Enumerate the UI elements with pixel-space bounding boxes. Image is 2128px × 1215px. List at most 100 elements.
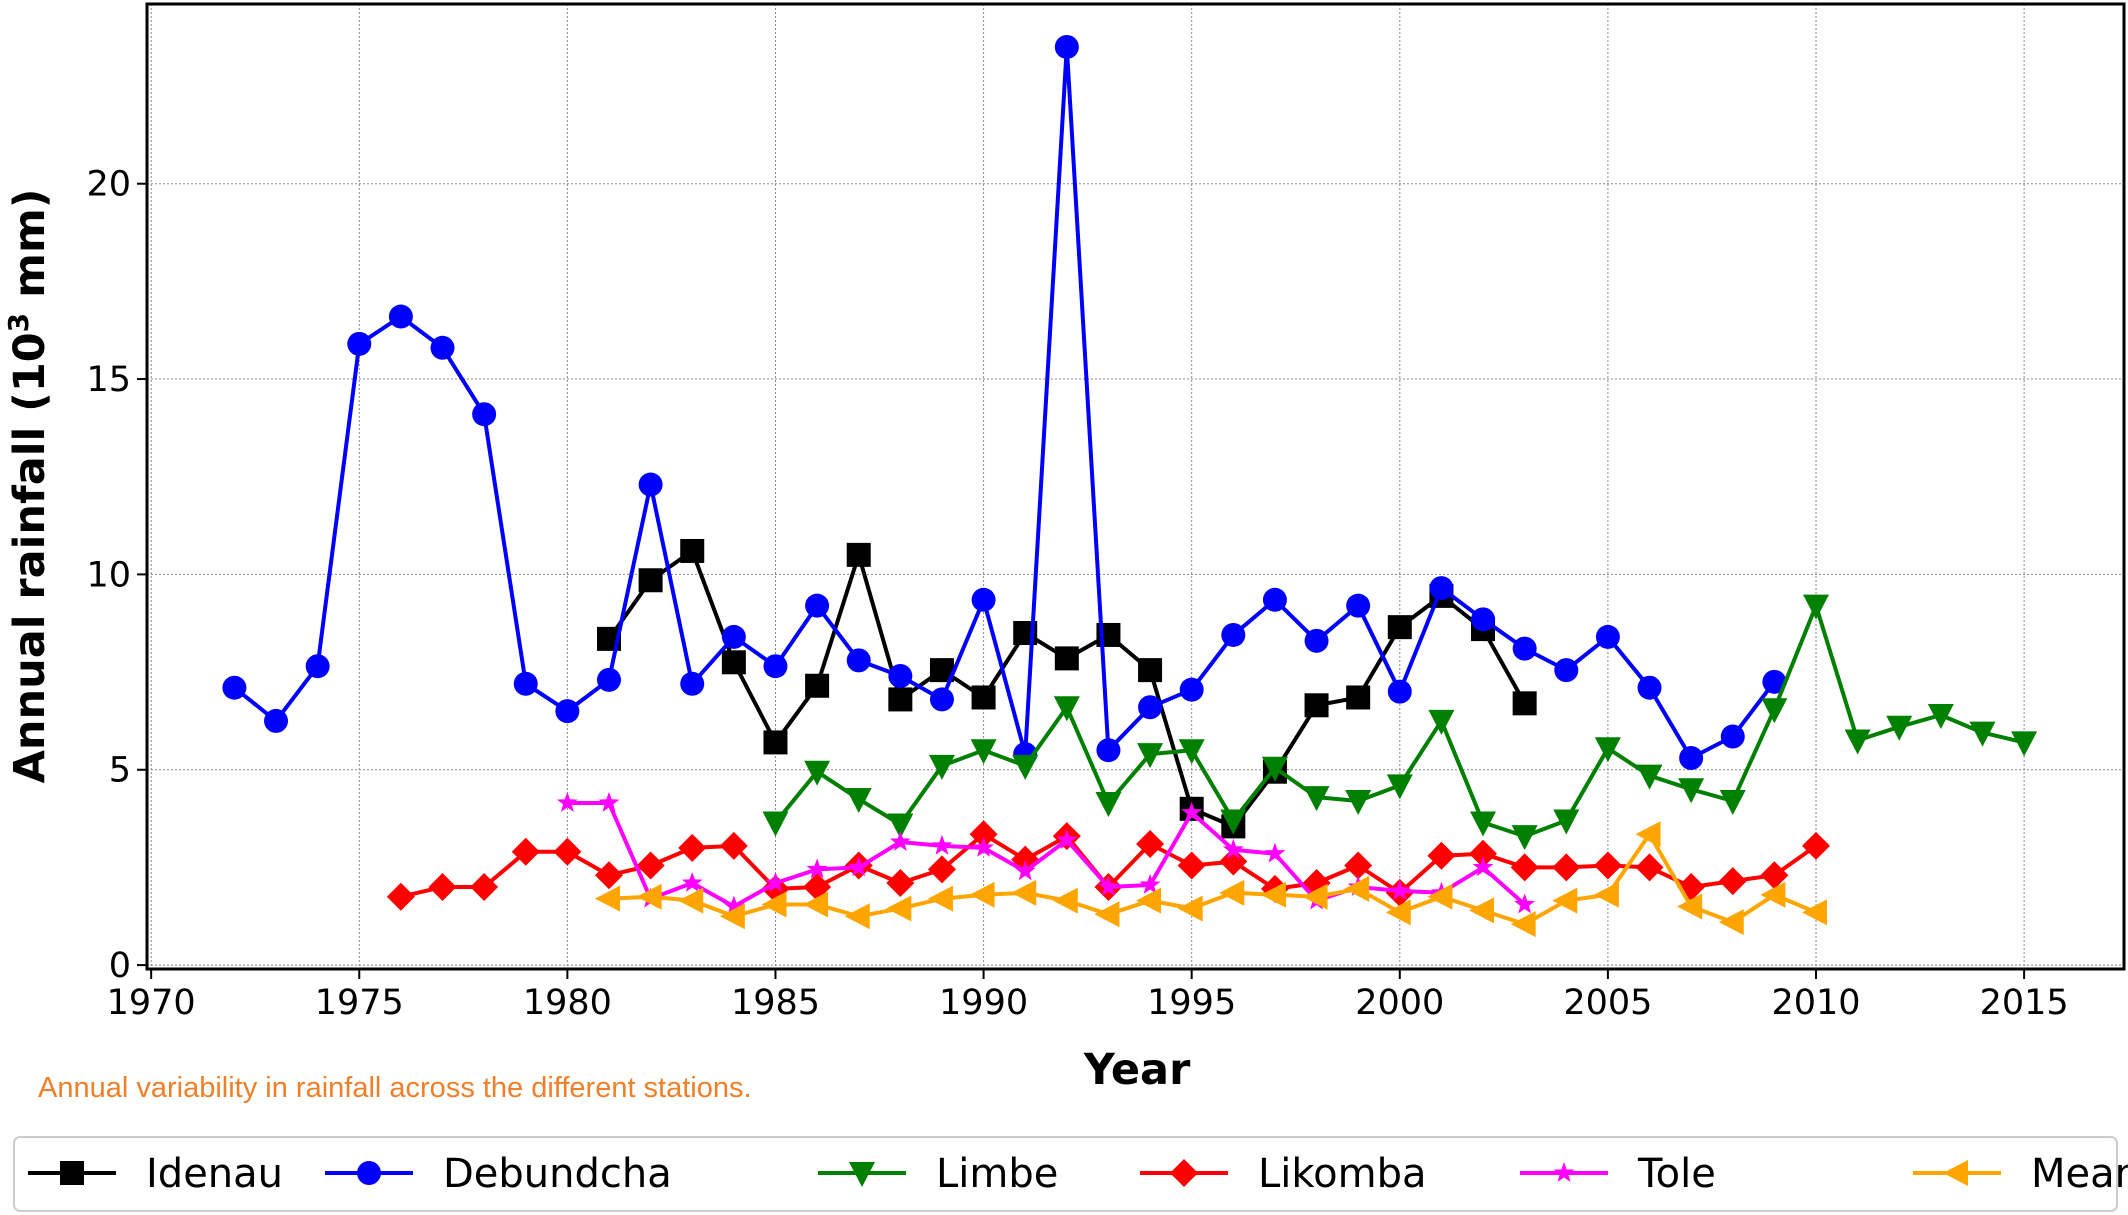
data-point-debundcha	[347, 331, 372, 356]
legend-marker	[1943, 1160, 1968, 1186]
y-tick-label: 15	[86, 360, 131, 400]
data-point-debundcha	[1512, 636, 1537, 661]
data-point-limbe	[1220, 809, 1247, 835]
data-point-debundcha	[929, 687, 954, 712]
data-point-debundcha	[1595, 624, 1620, 649]
data-point-limbe	[1844, 729, 1871, 755]
data-point-meanja	[1427, 883, 1453, 910]
data-point-debundcha	[846, 648, 871, 673]
data-point-likomba	[1718, 867, 1747, 896]
data-point-limbe	[1719, 790, 1746, 816]
data-point-idenau	[846, 542, 871, 567]
data-point-tole	[806, 858, 828, 879]
data-point-meanja	[1094, 901, 1120, 928]
data-point-idenau	[1387, 615, 1412, 640]
data-point-tole	[723, 895, 745, 916]
data-point-tole	[1139, 874, 1161, 894]
data-point-likomba	[1593, 851, 1622, 880]
data-point-limbe	[1511, 825, 1538, 851]
figure-caption: Annual variability in rainfall across th…	[38, 1072, 752, 1104]
data-point-likomba	[553, 837, 582, 866]
data-point-likomba	[428, 872, 457, 901]
data-point-debundcha	[638, 472, 663, 497]
data-point-likomba	[470, 872, 499, 901]
data-point-limbe	[970, 739, 997, 765]
data-point-tole	[1389, 879, 1411, 900]
data-point-meanja	[1718, 909, 1744, 936]
data-point-tole	[973, 836, 994, 857]
data-point-limbe	[928, 754, 955, 780]
data-point-meanja	[1260, 881, 1286, 908]
data-point-debundcha	[1262, 587, 1287, 612]
x-tick-label: 2005	[1563, 983, 1652, 1023]
data-point-debundcha	[1096, 738, 1121, 763]
data-point-likomba	[678, 833, 707, 862]
y-tick-label: 0	[109, 946, 131, 986]
series-line-idenau	[607, 549, 1527, 829]
data-point-meanja	[1177, 895, 1203, 922]
data-point-debundcha	[888, 663, 913, 688]
data-point-likomba	[886, 869, 915, 898]
data-point-limbe	[1261, 756, 1288, 782]
data-point-debundcha	[1429, 576, 1454, 601]
series-layer	[222, 34, 2038, 938]
data-point-debundcha	[680, 671, 705, 696]
data-point-limbe	[1761, 698, 1788, 724]
data-point-debundcha	[305, 654, 330, 679]
data-point-meanja	[1469, 897, 1495, 924]
x-tick-label: 1990	[939, 983, 1028, 1023]
data-point-debundcha	[596, 667, 621, 692]
data-point-limbe	[887, 813, 914, 839]
data-point-meanja	[1011, 879, 1037, 906]
data-point-idenau	[680, 538, 705, 563]
data-point-idenau	[1054, 646, 1079, 671]
data-point-idenau	[721, 650, 746, 675]
data-point-debundcha	[1054, 34, 1079, 59]
data-point-limbe	[1678, 778, 1705, 804]
data-point-meanja	[1760, 881, 1786, 908]
data-point-debundcha	[430, 335, 455, 360]
data-point-tole	[556, 792, 578, 812]
data-point-tole	[681, 872, 703, 892]
legend: Idenau Debundcha Limbe Likomba Tole Meanja	[28, 1151, 2128, 1197]
data-point-debundcha	[971, 587, 996, 612]
data-point-limbe	[1594, 737, 1621, 763]
legend-marker	[1170, 1159, 1198, 1187]
data-point-limbe	[1428, 709, 1455, 735]
data-point-meanja	[594, 885, 620, 912]
data-point-idenau	[763, 730, 788, 755]
data-point-likomba	[1510, 853, 1539, 882]
data-point-limbe	[1553, 809, 1580, 835]
data-point-likomba	[1635, 853, 1664, 882]
data-point-meanja	[1385, 899, 1411, 926]
data-point-limbe	[804, 760, 831, 786]
data-point-meanja	[969, 881, 995, 908]
data-point-limbe	[2011, 731, 2038, 757]
legend-label: Tole	[1637, 1151, 1716, 1197]
data-point-debundcha	[513, 671, 538, 696]
x-tick-label: 1980	[523, 983, 612, 1023]
data-point-likomba	[1344, 851, 1373, 880]
data-point-meanja	[678, 887, 704, 914]
legend-label: Debundcha	[443, 1151, 672, 1197]
data-point-debundcha	[1637, 675, 1662, 700]
data-point-idenau	[1304, 693, 1329, 718]
legend-label: Meanja	[2031, 1151, 2128, 1197]
legend-label: Idenau	[146, 1151, 283, 1197]
data-point-debundcha	[721, 624, 746, 649]
data-point-tole	[1181, 801, 1203, 822]
data-point-limbe	[1969, 721, 1996, 747]
x-axis-label: Year	[1083, 1045, 1191, 1095]
data-point-debundcha	[264, 708, 289, 733]
data-point-debundcha	[1679, 746, 1704, 771]
data-point-debundcha	[1179, 677, 1204, 702]
x-tick-label: 1975	[315, 983, 404, 1023]
data-point-debundcha	[472, 402, 497, 427]
data-point-meanja	[761, 891, 787, 918]
data-point-likomba	[1469, 839, 1498, 868]
data-point-limbe	[1303, 786, 1330, 812]
x-tick-label: 2015	[1980, 983, 2069, 1023]
data-point-meanja	[886, 895, 912, 922]
legend-marker	[1553, 1162, 1575, 1182]
